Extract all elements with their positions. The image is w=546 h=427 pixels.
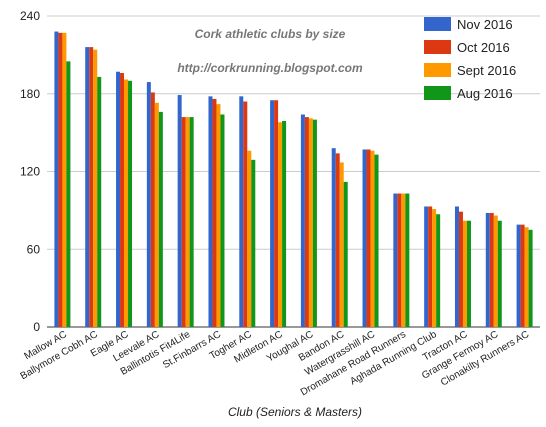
bars: [54, 31, 533, 328]
bar: [239, 96, 244, 327]
legend-label: Aug 2016: [457, 86, 513, 101]
bar: [343, 181, 348, 327]
bar: [85, 47, 90, 327]
bar: [177, 95, 182, 327]
bar: [366, 149, 371, 327]
bar: [304, 117, 309, 327]
bar: [189, 117, 194, 327]
chart-title: Cork athletic clubs by size: [195, 27, 346, 41]
bar: [62, 32, 67, 328]
legend-swatch: [424, 86, 451, 100]
bar: [220, 114, 225, 327]
legend-label: Sept 2016: [457, 63, 516, 78]
bar: [212, 98, 217, 327]
bar: [436, 214, 441, 327]
bar: [146, 82, 151, 328]
bar: [393, 193, 398, 327]
bar: [312, 119, 317, 328]
bar: [251, 159, 256, 327]
legend-swatch: [424, 40, 451, 54]
bar: [278, 122, 283, 327]
legend-label: Oct 2016: [457, 40, 510, 55]
bar: [405, 193, 410, 327]
bar: [274, 100, 279, 328]
bar: [116, 71, 121, 328]
bar: [458, 211, 463, 327]
bar: [462, 220, 467, 327]
bar: [339, 162, 344, 327]
bar: [362, 149, 367, 327]
y-tick-label: 180: [20, 87, 40, 101]
y-tick-label: 60: [27, 242, 41, 256]
bar: [150, 92, 155, 328]
bar: [158, 111, 163, 328]
bar: [397, 193, 402, 327]
bar: [208, 96, 213, 327]
bar: [93, 49, 98, 328]
bar: [424, 206, 429, 327]
bar: [454, 206, 459, 327]
legend: Nov 2016 Oct 2016 Sept 2016 Aug 2016: [424, 17, 516, 101]
legend-swatch: [424, 17, 451, 31]
bar: [128, 80, 133, 328]
bar: [247, 150, 252, 327]
y-tick-label: 240: [20, 9, 40, 23]
y-tick-label: 0: [33, 320, 40, 334]
bar: [335, 153, 340, 327]
bar: [54, 31, 59, 328]
bar: [489, 212, 494, 327]
chart-subtitle: http://corkrunning.blogspot.com: [177, 61, 363, 75]
bar: [524, 227, 529, 327]
bar: [485, 212, 490, 327]
bar: [270, 100, 275, 328]
bar: [282, 120, 287, 328]
legend-label: Nov 2016: [457, 17, 513, 32]
bar: [97, 76, 102, 327]
y-tick-label: 120: [20, 165, 40, 179]
legend-swatch: [424, 63, 451, 77]
bar: [428, 206, 433, 327]
bar: [120, 73, 125, 328]
bar: [374, 154, 379, 327]
bar: [89, 47, 94, 327]
bar: [493, 215, 498, 327]
bar: [528, 229, 533, 327]
bar: [466, 220, 471, 327]
bar: [300, 114, 305, 327]
bar: [497, 220, 502, 327]
x-axis-title: Club (Seniors & Masters): [228, 405, 362, 419]
bar: [58, 32, 63, 328]
bar: [520, 224, 525, 327]
bar: [370, 150, 375, 327]
bar: [432, 209, 437, 327]
bar: [124, 79, 129, 327]
bar: [154, 102, 159, 327]
bar: [401, 193, 406, 327]
bar: [308, 118, 313, 327]
bar: [185, 117, 190, 327]
bar: [66, 61, 71, 328]
bar: [216, 104, 221, 327]
bar: [516, 224, 521, 327]
bar: [181, 117, 186, 327]
bar: [243, 101, 248, 328]
y-axis: 0 60 120 180 240: [20, 9, 40, 334]
bar: [331, 148, 336, 327]
